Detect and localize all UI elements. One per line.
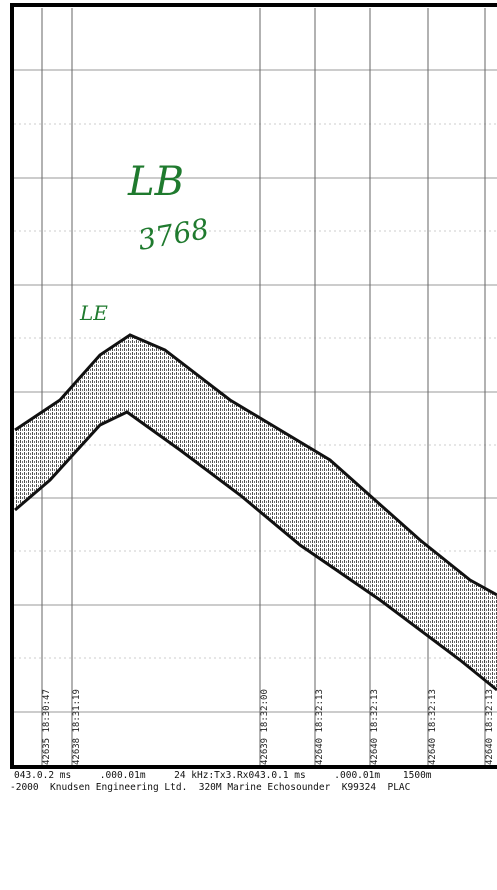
page: LB 3768 LE 42635 18:30:4742638 18:31:194… — [0, 0, 497, 890]
echogram: LB 3768 LE 42635 18:30:4742638 18:31:194… — [0, 0, 497, 890]
time-mark: 42640 18:32:13 — [370, 689, 380, 765]
footer-line: -2000 Knudsen Engineering Ltd. 320M Mari… — [10, 782, 410, 793]
footer-line: 043.0.2 ms .000.01m 24 kHz:Tx3.Rx043.0.1… — [14, 770, 432, 781]
handwritten-label: LE — [79, 301, 108, 325]
handwritten-label: LB — [127, 159, 184, 205]
time-mark: 42638 18:31:19 — [72, 689, 82, 765]
time-mark: 42640 18:32:13 — [485, 689, 495, 765]
time-mark: 42635 18:30:47 — [42, 689, 52, 765]
time-mark: 42640 18:32:13 — [428, 689, 438, 765]
time-mark: 42640 18:32:13 — [315, 689, 325, 765]
time-mark: 42639 18:32:00 — [260, 689, 270, 765]
